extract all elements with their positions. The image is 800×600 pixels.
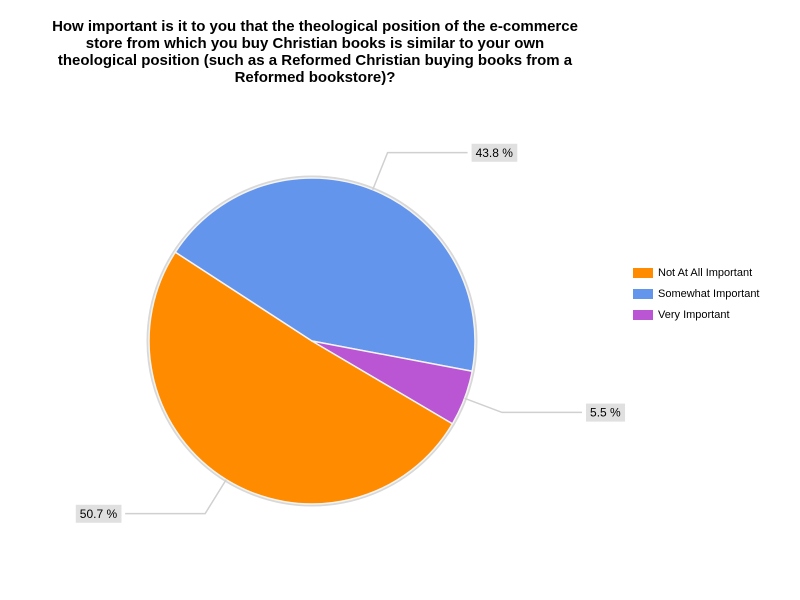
data-label: 50.7 % [80, 507, 118, 521]
data-label: 43.8 % [476, 146, 514, 160]
legend-label: Somewhat Important [658, 288, 760, 300]
legend-label: Very Important [658, 309, 730, 321]
data-label-box [471, 143, 518, 162]
chart-title: How important is it to you that the theo… [52, 18, 578, 86]
pie-border [146, 175, 478, 507]
legend-swatch [633, 289, 653, 299]
legend-swatch [633, 268, 653, 278]
legend-label: Not At All Important [658, 267, 752, 279]
data-label: 5.5 % [590, 406, 621, 420]
data-label-box [75, 504, 122, 523]
legend-swatch [633, 310, 653, 320]
pie-slice [174, 177, 476, 373]
leader-line [125, 479, 227, 515]
leader-line [371, 151, 468, 190]
leader-line [464, 397, 583, 414]
data-label-box [586, 403, 626, 422]
pie-slice [148, 251, 454, 505]
